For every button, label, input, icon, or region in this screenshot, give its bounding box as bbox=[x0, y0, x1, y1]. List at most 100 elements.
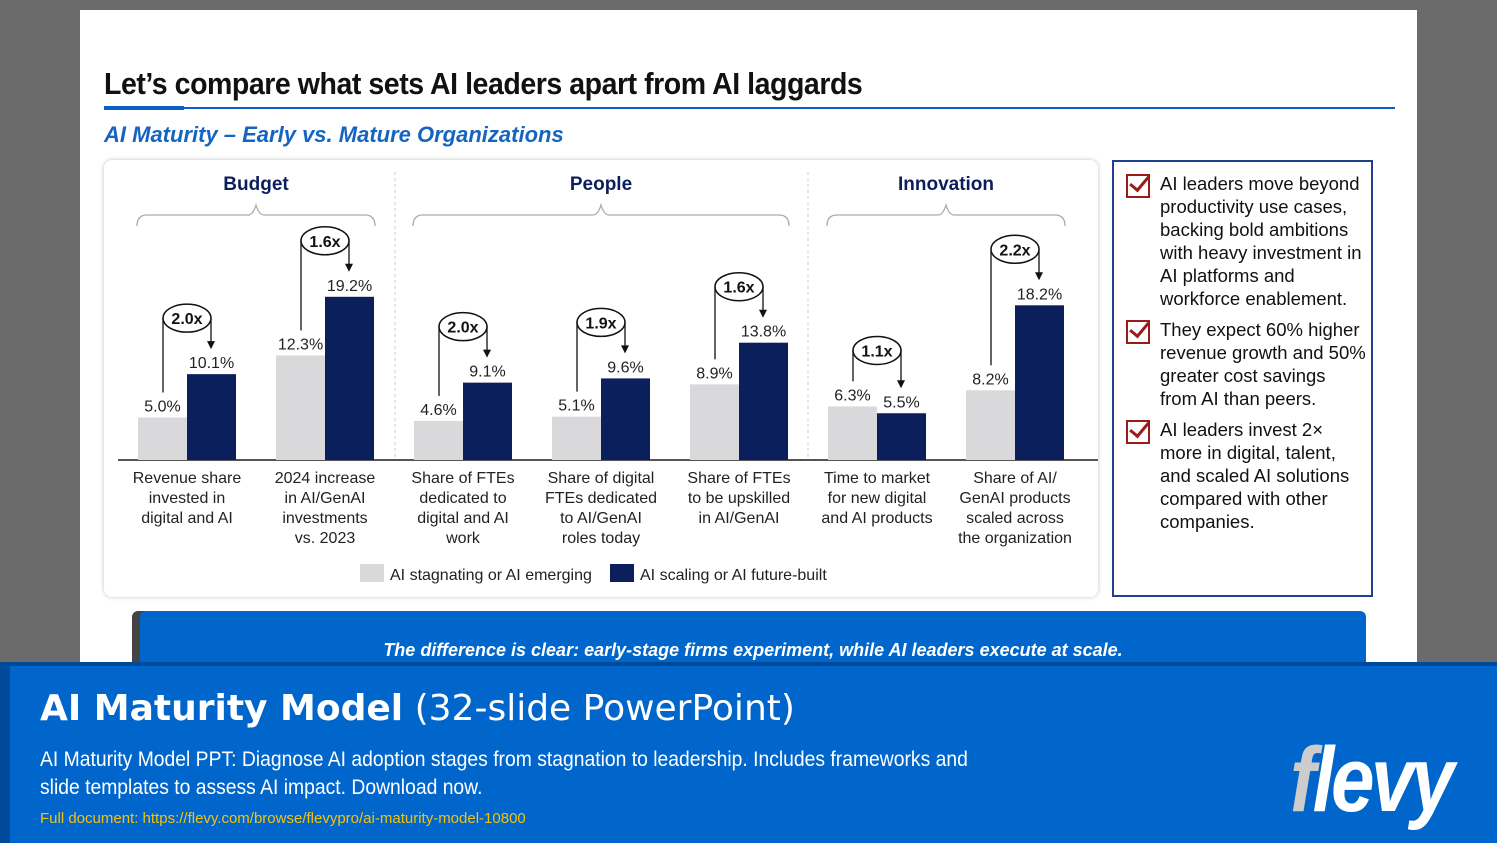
multiplier-badge bbox=[300, 226, 350, 256]
category-label: GenAI products bbox=[959, 490, 1070, 507]
category-label: to AI/GenAI bbox=[560, 510, 642, 527]
category-label: digital and AI bbox=[417, 510, 509, 527]
insight-item: AI leaders move beyond productivity use … bbox=[1126, 172, 1367, 310]
category-label: 2024 increase bbox=[275, 470, 376, 487]
slide-title: Let’s compare what sets AI leaders apart… bbox=[104, 66, 863, 101]
banner-description: AI Maturity Model PPT: Diagnose AI adopt… bbox=[40, 748, 968, 799]
callout-box: The difference is clear: early-stage fir… bbox=[140, 611, 1366, 671]
data-label: 18.2% bbox=[1017, 286, 1062, 303]
arrow-down-icon bbox=[345, 263, 353, 272]
category-label: Share of FTEs bbox=[411, 470, 514, 487]
group-brace bbox=[826, 202, 1066, 227]
group-brace bbox=[136, 202, 376, 227]
category-label: roles today bbox=[562, 530, 640, 547]
title-divider bbox=[104, 107, 1395, 109]
bar-stagnating bbox=[138, 417, 187, 460]
multiplier-badge bbox=[438, 311, 488, 342]
data-label: 9.6% bbox=[607, 359, 643, 376]
bar-stagnating bbox=[276, 355, 325, 460]
bar-scaling bbox=[739, 342, 788, 460]
data-label: 9.1% bbox=[469, 364, 505, 381]
group-header: Budget bbox=[223, 174, 289, 195]
data-label: 10.1% bbox=[189, 355, 234, 372]
document-link[interactable]: Full document: https://flevy.com/browse/… bbox=[40, 810, 526, 827]
banner-title-light: (32-slide PowerPoint) bbox=[414, 688, 795, 729]
category-label: in AI/GenAI bbox=[699, 510, 780, 527]
category-label: in AI/GenAI bbox=[285, 490, 366, 507]
multiplier-label: 1.9x bbox=[585, 315, 616, 332]
multiplier-label: 2.0x bbox=[447, 320, 478, 337]
insight-text: AI leaders move beyond productivity use … bbox=[1160, 173, 1362, 309]
category-label: scaled across bbox=[966, 510, 1064, 527]
multiplier-badge bbox=[852, 335, 902, 366]
category-label: invested in bbox=[149, 490, 226, 507]
bar-stagnating bbox=[414, 420, 463, 460]
category-label: to be upskilled bbox=[688, 490, 790, 507]
category-label: digital and AI bbox=[141, 510, 233, 527]
multiplier-label: 2.2x bbox=[999, 242, 1030, 259]
category-label: vs. 2023 bbox=[295, 530, 356, 547]
bar-scaling bbox=[463, 382, 512, 460]
bar-stagnating bbox=[690, 384, 739, 460]
flevy-logo: flevy bbox=[1290, 729, 1455, 831]
insights-box: AI leaders move beyond productivity use … bbox=[1112, 160, 1373, 597]
group-header: Innovation bbox=[898, 174, 994, 195]
bar-scaling bbox=[187, 374, 236, 460]
data-label: 13.8% bbox=[741, 324, 786, 341]
bar-stagnating bbox=[966, 390, 1015, 460]
data-label: 8.9% bbox=[696, 365, 732, 382]
arrow-down-icon bbox=[1035, 272, 1043, 281]
data-label: 12.3% bbox=[278, 336, 323, 353]
category-label: Share of digital bbox=[548, 470, 655, 487]
slide-subtitle: AI Maturity – Early vs. Mature Organizat… bbox=[104, 122, 564, 147]
group-brace bbox=[412, 202, 790, 227]
insight-text: They expect 60% higher revenue growth an… bbox=[1160, 319, 1366, 409]
banner-title: AI Maturity Model (32-slide PowerPoint) bbox=[40, 688, 795, 729]
category-label: Share of AI/ bbox=[973, 470, 1057, 487]
legend-label: AI scaling or AI future-built bbox=[640, 567, 827, 584]
multiplier-label: 1.6x bbox=[723, 280, 754, 297]
category-label: for new digital bbox=[828, 490, 927, 507]
insight-item: AI leaders invest 2× more in digital, ta… bbox=[1126, 418, 1367, 533]
category-label: work bbox=[445, 530, 481, 547]
data-label: 5.5% bbox=[883, 394, 919, 411]
bar-stagnating bbox=[552, 416, 601, 460]
data-label: 5.1% bbox=[558, 398, 594, 415]
insight-text: AI leaders invest 2× more in digital, ta… bbox=[1160, 419, 1350, 532]
arrow-down-icon bbox=[759, 309, 767, 318]
data-label: 6.3% bbox=[834, 387, 870, 404]
category-label: FTEs dedicated bbox=[545, 490, 657, 507]
multiplier-label: 1.1x bbox=[861, 343, 892, 360]
multiplier-label: 1.6x bbox=[309, 234, 340, 251]
bar-scaling bbox=[877, 413, 926, 460]
multiplier-badge bbox=[714, 271, 764, 302]
bar-scaling bbox=[325, 296, 374, 460]
checkbox-checked-icon bbox=[1126, 320, 1150, 344]
checkbox-checked-icon bbox=[1126, 174, 1150, 198]
legend-swatch-stagnating bbox=[360, 564, 384, 582]
category-label: and AI products bbox=[821, 510, 932, 527]
category-label: Time to market bbox=[824, 470, 931, 487]
bar-scaling bbox=[601, 378, 650, 460]
arrow-down-icon bbox=[621, 345, 629, 354]
banner-title-bold: AI Maturity Model bbox=[40, 688, 404, 729]
chart-panel: Budget People Innovation 5.0% 10.1% 2.0x Reven… bbox=[104, 160, 1098, 597]
multiplier-badge bbox=[162, 303, 212, 333]
bar-stagnating bbox=[828, 406, 877, 460]
data-label: 4.6% bbox=[420, 402, 456, 419]
legend-label: AI stagnating or AI emerging bbox=[390, 567, 592, 584]
data-label: 19.2% bbox=[327, 278, 372, 295]
category-label: dedicated to bbox=[419, 490, 506, 507]
arrow-down-icon bbox=[483, 349, 491, 358]
bar-chart: Budget People Innovation 5.0% 10.1% 2.0x Reven… bbox=[118, 172, 1098, 584]
group-header: People bbox=[570, 174, 632, 195]
arrow-down-icon bbox=[897, 380, 905, 389]
insight-item: They expect 60% higher revenue growth an… bbox=[1126, 318, 1367, 410]
bar-scaling bbox=[1015, 305, 1064, 460]
category-label: Revenue share bbox=[133, 470, 242, 487]
category-label: investments bbox=[282, 510, 367, 527]
legend-swatch-scaling bbox=[610, 564, 634, 582]
data-label: 5.0% bbox=[144, 399, 180, 416]
arrow-down-icon bbox=[207, 341, 215, 350]
promo-banner bbox=[0, 662, 1497, 843]
